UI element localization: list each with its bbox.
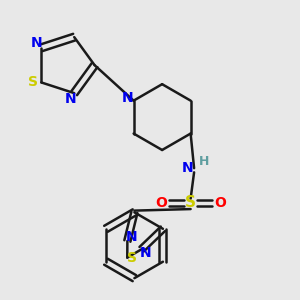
Text: N: N [65, 92, 76, 106]
Text: S: S [128, 250, 137, 265]
Text: O: O [214, 196, 226, 210]
Text: S: S [185, 195, 196, 210]
Text: S: S [28, 75, 38, 89]
Text: O: O [155, 196, 167, 210]
Text: N: N [126, 230, 137, 244]
Text: H: H [199, 155, 209, 169]
Text: N: N [122, 91, 133, 105]
Text: N: N [30, 36, 42, 50]
Text: N: N [182, 161, 194, 175]
Text: N: N [140, 246, 152, 260]
